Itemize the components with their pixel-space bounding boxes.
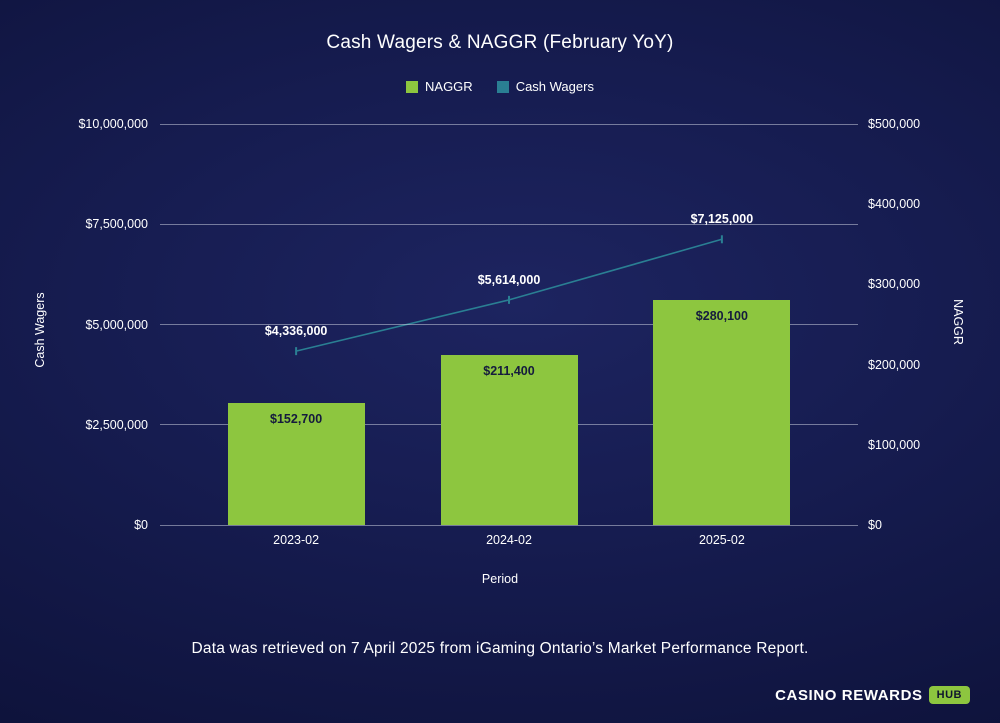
logo-hub-badge: HUB: [928, 686, 970, 704]
right-axis-tick-label: $0: [868, 518, 882, 532]
right-axis-tick-label: $400,000: [868, 197, 921, 212]
naggr-swatch-icon: [406, 80, 419, 93]
plot-area: $152,700 $211,400 $280,100: [160, 123, 858, 526]
x-axis-tick-label: 2024-02: [486, 533, 532, 547]
right-axis-title: NAGGR: [951, 299, 965, 345]
x-axis-tick-label: 2025-02: [698, 533, 745, 547]
naggr-bar-2023-02: $152,700: [227, 402, 365, 525]
right-axis-tick-label: $300,000: [868, 277, 921, 292]
left-axis-tick-label: $0: [134, 518, 148, 532]
x-axis-tick-label: 2023-02: [273, 533, 320, 547]
cash-wagers-swatch-icon: [496, 80, 509, 93]
naggr-bar-2025-02: $280,100: [653, 300, 791, 525]
cash-wagers-value-label: $7,125,000: [690, 212, 754, 227]
cash-wagers-line-chart: [295, 235, 723, 356]
left-axis-tick-label: $10,000,000: [78, 117, 148, 131]
naggr-bar-value-label: $211,400: [483, 364, 535, 379]
left-axis-tick-label: $5,000,000: [85, 317, 148, 332]
right-axis-tick-label: $100,000: [868, 437, 921, 452]
naggr-bar-value-label: $152,700: [270, 411, 323, 426]
logo-text: CASINO REWARDS: [775, 686, 923, 704]
right-axis-tick-label: $200,000: [868, 357, 921, 372]
x-axis-title: Period: [481, 572, 519, 586]
legend: NAGGR Cash Wagers: [0, 79, 1000, 94]
legend-item-cash-wagers[interactable]: Cash Wagers: [496, 79, 594, 94]
legend-label-cash-wagers: Cash Wagers: [515, 79, 594, 94]
gridline: [160, 223, 858, 225]
left-axis-tick-label: $2,500,000: [85, 417, 148, 432]
naggr-bar-2024-02: $211,400: [440, 355, 578, 525]
cash-wagers-value-label: $4,336,000: [264, 324, 328, 339]
naggr-bar-value-label: $280,100: [695, 309, 748, 324]
left-axis-tick-label: $7,500,000: [85, 217, 148, 232]
footnote: Data was retrieved on 7 April 2025 from …: [191, 640, 809, 657]
gridline: [160, 324, 858, 325]
gridline: [160, 524, 858, 526]
gridline: [160, 123, 858, 125]
legend-item-naggr[interactable]: NAGGR: [406, 79, 473, 94]
right-axis-tick-label: $500,000: [868, 117, 921, 131]
brand-logo: CASINO REWARDS HUB: [775, 686, 970, 704]
cash-wagers-value-label: $5,614,000: [477, 272, 541, 287]
legend-label-naggr: NAGGR: [425, 79, 473, 94]
chart-title: Cash Wagers & NAGGR (February YoY): [326, 32, 674, 53]
